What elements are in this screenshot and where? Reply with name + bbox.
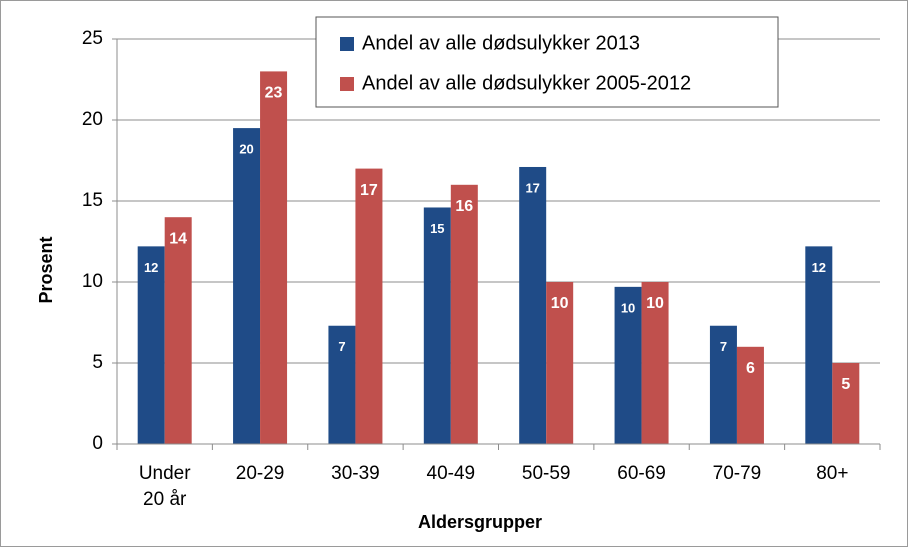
data-label: 17 <box>360 182 378 199</box>
data-label: 20 <box>239 142 253 157</box>
y-tick-label: 5 <box>92 352 103 373</box>
legend-swatch <box>340 37 354 51</box>
x-tick-label: 60-69 <box>617 463 666 484</box>
x-tick-label: 50-59 <box>522 463 571 484</box>
bar <box>832 363 860 444</box>
bar <box>709 325 737 444</box>
x-tick-label: 30-39 <box>331 463 380 484</box>
y-tick-label: 0 <box>92 433 103 454</box>
bar <box>423 207 451 444</box>
data-label: 16 <box>455 198 473 215</box>
legend-label: Andel av alle dødsulykker 2013 <box>362 32 640 54</box>
bar <box>736 346 764 444</box>
legend-swatch <box>340 77 354 91</box>
bar <box>164 217 192 444</box>
bar <box>355 168 383 444</box>
data-label: 12 <box>144 260 158 275</box>
data-label: 23 <box>265 85 283 102</box>
data-label: 6 <box>746 360 755 377</box>
data-label: 7 <box>720 339 727 354</box>
legend-label: Andel av alle dødsulykker 2005-2012 <box>362 72 691 94</box>
data-label: 7 <box>338 339 345 354</box>
data-label: 15 <box>430 221 444 236</box>
data-label: 5 <box>841 376 850 393</box>
x-tick-label: 40-49 <box>427 463 476 484</box>
bar <box>614 286 642 444</box>
x-axis-title: Aldersgrupper <box>418 512 542 532</box>
data-label: 10 <box>646 295 664 312</box>
y-tick-label: 20 <box>82 109 103 130</box>
x-tick-label: 70-79 <box>713 463 762 484</box>
y-tick-label: 25 <box>82 28 103 49</box>
y-tick-label: 15 <box>82 190 103 211</box>
bar <box>641 282 669 444</box>
x-tick-label: 20-29 <box>236 463 285 484</box>
bar <box>450 184 478 445</box>
data-label: 14 <box>169 230 187 247</box>
bar <box>805 246 833 444</box>
bar <box>137 246 165 444</box>
x-tick-label: 80+ <box>816 463 848 484</box>
x-tick-label: Under 20 år <box>139 463 191 510</box>
y-tick-label: 10 <box>82 271 103 292</box>
data-label: 17 <box>525 180 539 195</box>
y-axis-title: Prosent <box>36 236 56 303</box>
bar <box>519 166 547 445</box>
data-label: 10 <box>551 295 569 312</box>
bar <box>546 282 574 444</box>
data-label: 10 <box>621 300 635 315</box>
bar <box>260 71 288 445</box>
data-label: 12 <box>812 260 826 275</box>
legend-box <box>315 16 779 108</box>
bar <box>328 325 356 444</box>
bar <box>233 128 261 444</box>
